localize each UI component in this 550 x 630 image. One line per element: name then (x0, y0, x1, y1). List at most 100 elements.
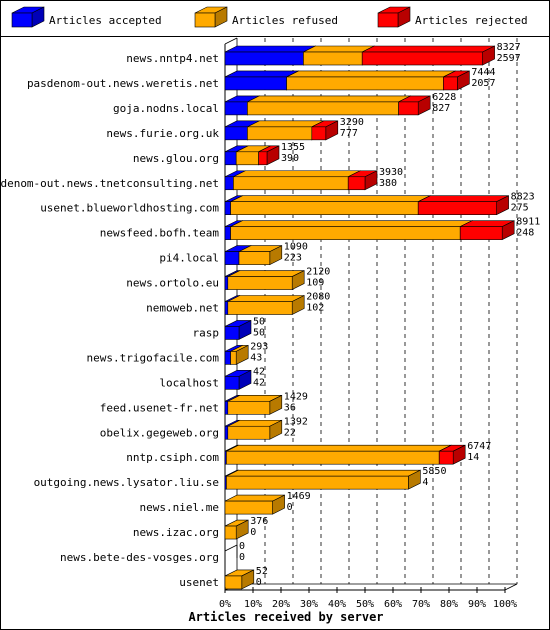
bar-row (224, 70, 470, 91)
annotation-offered: 6228 (432, 92, 456, 103)
bar-segment-refused (247, 120, 325, 141)
category-label: goja.nodns.local (113, 102, 219, 115)
annotation-accepted: 275 (511, 203, 529, 214)
annotation-accepted: 42 (253, 377, 265, 388)
annotation-accepted: 380 (379, 178, 397, 189)
bar-segment-rejected (443, 70, 470, 91)
annotation-accepted: 36 (284, 402, 296, 413)
annotation-accepted: 827 (432, 103, 450, 114)
bar-row (224, 344, 249, 365)
annotation-accepted: 102 (306, 303, 324, 314)
bar-row (224, 45, 495, 66)
x-tick-label: 50% (356, 599, 374, 610)
bar-segment-refused (230, 195, 431, 216)
annotation-offered: 376 (250, 516, 268, 527)
bar-segment-accepted (224, 369, 252, 390)
bars (224, 45, 515, 590)
bar-row (224, 270, 305, 291)
bar-segment-rejected (361, 45, 495, 66)
annotation-offered: 2080 (306, 292, 330, 303)
bar-row (224, 444, 466, 465)
x-axis-title: Articles received by server (188, 610, 383, 624)
bar-row (224, 319, 252, 340)
legend-label: Articles rejected (415, 14, 528, 27)
annotation-offered: 8327 (497, 42, 521, 53)
bar-row (224, 95, 431, 116)
bar-segment-rejected (417, 195, 509, 216)
category-label: nntp.csiph.com (126, 451, 219, 464)
bar-segment-refused (233, 170, 361, 191)
bar-segment-rejected (438, 444, 466, 465)
x-tick-label: 60% (384, 599, 402, 610)
legend-item-2: Articles refused (194, 6, 338, 28)
annotation-offered: 1392 (284, 416, 308, 427)
annotation-accepted: 0 (256, 577, 262, 588)
bar-segment-accepted (224, 319, 252, 340)
bar-segment-refused (230, 220, 473, 241)
legend-item-3: Articles rejected (377, 6, 528, 28)
empty-bar-marker (224, 544, 238, 552)
bar-segment-refused (226, 444, 452, 465)
bar-row (224, 519, 249, 540)
bar-row (224, 170, 378, 191)
bar-row (224, 469, 421, 490)
annotation-offered: 6747 (467, 441, 491, 452)
annotation-offered: 5850 (422, 466, 446, 477)
category-label: news.niel.me (140, 501, 219, 514)
annotation-offered: 3290 (340, 117, 364, 128)
legend-label: Articles accepted (49, 14, 162, 27)
legend-item-1: Articles accepted (11, 6, 162, 28)
category-label: newsfeed.bofh.team (100, 227, 220, 240)
x-tick-label: 20% (272, 599, 290, 610)
bar-row (224, 569, 255, 590)
x-tick-label: 0% (219, 599, 231, 610)
category-label: pi4.local (159, 252, 219, 265)
bar-segment-rejected (459, 220, 515, 241)
annotation-accepted: 0 (239, 552, 245, 563)
bar-segment-refused (227, 270, 305, 291)
bar-segment-refused (230, 344, 249, 365)
x-tick-label: 90% (468, 599, 486, 610)
x-axis: 0% 10% 20% 30% 40% 50% 60% 70% 80% 90% 100% (219, 587, 517, 610)
category-label: obelix.gegeweb.org (100, 426, 219, 439)
x-tick-label: 40% (328, 599, 346, 610)
bar-segment-refused (224, 494, 285, 515)
bar-row (224, 220, 515, 241)
grid (224, 37, 518, 591)
category-label: feed.usenet-fr.net (100, 401, 219, 414)
annotation-offered: 7444 (471, 67, 495, 78)
annotation-accepted: 22 (284, 427, 296, 438)
annotation-accepted: 2597 (497, 53, 521, 64)
bar-segment-rejected (258, 145, 280, 166)
bar-row (224, 120, 339, 141)
bar-segment-rejected (311, 120, 339, 141)
category-label: usenet.blueworldhosting.com (40, 202, 219, 215)
annotation-accepted: 14 (467, 452, 479, 463)
bar-row (224, 419, 283, 440)
annotation-offered: 1355 (281, 142, 305, 153)
annotation-offered: 1469 (287, 491, 311, 502)
category-label: usenet (179, 576, 219, 589)
annotation-offered: 8911 (516, 217, 540, 228)
legend-label: Articles refused (232, 14, 338, 27)
bar-segment-refused (247, 95, 411, 116)
category-label: rasp (193, 326, 220, 339)
bar-segment-refused (227, 295, 305, 315)
bar-row (224, 544, 238, 558)
annotation-accepted: 109 (306, 278, 324, 289)
category-label: localhost (159, 376, 219, 389)
legend-swatch (11, 6, 45, 28)
legend-swatch (194, 6, 228, 28)
category-label: news.izac.org (133, 526, 219, 539)
bar-segment-refused (226, 469, 421, 490)
annotation-accepted: 223 (284, 253, 302, 264)
annotation-accepted: 777 (340, 128, 358, 139)
category-labels: news.nntp4.net pasdenom-out.news.weretis.… (0, 52, 219, 589)
x-tick-label: 80% (440, 599, 458, 610)
annotation-accepted: 0 (250, 527, 256, 538)
category-label: news.bete-des-vosges.org (60, 551, 219, 564)
category-label: pasdenom-out.news.tnetconsulting.net (0, 177, 219, 190)
annotation-offered: 3930 (379, 167, 403, 178)
